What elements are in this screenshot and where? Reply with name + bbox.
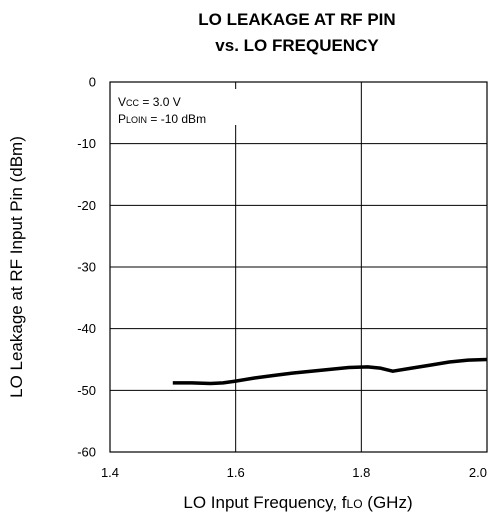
y-tick-label: -10 — [77, 136, 96, 151]
x-tick-label: 1.4 — [101, 465, 119, 480]
x-axis-label: LO Input Frequency, fLO (GHz) — [183, 493, 412, 512]
series-group — [172, 357, 488, 386]
chart-title-line-1: LO LEAKAGE AT RF PIN — [198, 10, 395, 29]
series-line — [172, 357, 488, 386]
y-tick-label: -60 — [77, 445, 96, 460]
y-tick-label: -20 — [77, 198, 96, 213]
annotation-vcc: VCC = 3.0 V — [118, 95, 181, 109]
y-tick-label: 0 — [89, 75, 96, 90]
x-tick-label: 2.0 — [469, 465, 487, 480]
chart-title-line-2: vs. LO FREQUENCY — [215, 36, 379, 55]
x-tick-label: 1.6 — [227, 465, 245, 480]
y-tick-label: -30 — [77, 260, 96, 275]
y-tick-labels: 0 -10 -20 -30 -40 -50 -60 — [77, 75, 96, 460]
y-axis-label: LO Leakage at RF Input Pin (dBm) — [7, 136, 26, 398]
y-tick-label: -40 — [77, 321, 96, 336]
annotation-ploin: PLOIN = -10 dBm — [118, 112, 206, 126]
x-tick-labels: 1.4 1.6 1.8 2.0 — [101, 465, 487, 480]
x-tick-label: 1.8 — [352, 465, 370, 480]
grid-lines — [109, 81, 488, 453]
y-tick-label: -50 — [77, 383, 96, 398]
annotation-background — [114, 89, 246, 125]
